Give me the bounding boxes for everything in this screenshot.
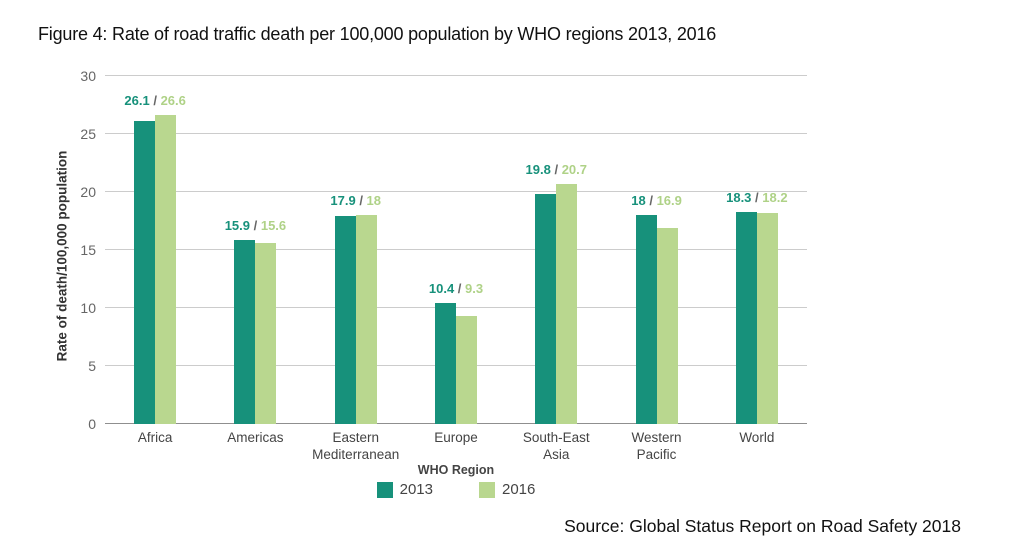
bar-2013 xyxy=(134,121,156,424)
legend: WHO Region 2013 2016 xyxy=(105,463,807,498)
bar-value-2016: 9.3 xyxy=(465,281,484,297)
bar-value-label: 15.9 / 15.6 xyxy=(225,218,286,233)
bar-2013 xyxy=(735,211,757,424)
bar-group: 10.4 / 9.3 xyxy=(406,76,506,424)
x-tick-label: Africa xyxy=(105,430,205,464)
legend-title: WHO Region xyxy=(417,463,495,477)
y-tick-label: 30 xyxy=(80,68,96,84)
bar-2016 xyxy=(556,183,578,424)
bar-value-2013: 26.1 xyxy=(124,93,150,109)
gridline xyxy=(105,191,807,192)
bar-group: 18 / 16.9 xyxy=(606,76,706,424)
bar-value-2013: 19.8 xyxy=(525,161,551,177)
bar-2013 xyxy=(434,303,456,424)
bar-value-2016: 26.6 xyxy=(160,93,186,109)
bar-value-2016: 18 xyxy=(366,193,382,209)
bar-value-2013: 17.9 xyxy=(330,193,356,209)
bar-value-label: 19.8 / 20.7 xyxy=(526,162,587,177)
legend-swatch-2013 xyxy=(376,481,393,498)
legend-label-2016: 2016 xyxy=(502,481,536,498)
x-tick-label-line: Americas xyxy=(227,430,284,445)
y-tick-label: 20 xyxy=(80,184,96,200)
bar-value-2016: 20.7 xyxy=(561,161,588,177)
x-tick-label-line: Mediterranean xyxy=(312,446,400,462)
bar-group: 26.1 / 26.6 xyxy=(105,76,205,424)
y-tick-label: 10 xyxy=(80,300,96,316)
x-tick-label-line: Asia xyxy=(543,446,570,462)
legend-items: 2013 2016 xyxy=(376,481,535,498)
x-tick-label: South-East Asia xyxy=(506,430,606,464)
bar-value-2016: 16.9 xyxy=(656,193,682,209)
legend-item-2013: 2013 xyxy=(376,481,433,498)
x-tick-label-line: World xyxy=(739,430,775,445)
bar-value-separator: / xyxy=(454,281,466,297)
x-tick-label-line: Pacific xyxy=(636,446,677,462)
gridline xyxy=(105,75,807,76)
x-tick-label: World xyxy=(707,430,807,464)
bar-value-separator: / xyxy=(550,161,562,177)
bar-2016 xyxy=(155,115,177,424)
gridline xyxy=(105,307,807,308)
bar-2013 xyxy=(635,215,657,424)
x-tick-label: Americas xyxy=(205,430,305,464)
bar-value-separator: / xyxy=(355,193,367,209)
bar-value-label: 18.3 / 18.2 xyxy=(726,190,787,205)
y-tick-label: 0 xyxy=(88,416,96,432)
bar-value-separator: / xyxy=(250,217,261,233)
x-tick-label: Eastern Mediterranean xyxy=(306,430,406,464)
legend-swatch-2016 xyxy=(479,481,495,498)
bar-chart: Rate of death/100,000 population 0 5 10 15 2… xyxy=(52,68,807,498)
x-tick-label-line: Africa xyxy=(137,430,173,445)
x-tick-label-line: Western xyxy=(631,430,682,445)
bar-group: 18.3 / 18.2 xyxy=(707,76,807,424)
bar-value-label: 17.9 / 18 xyxy=(330,193,381,208)
bar-value-2016: 15.6 xyxy=(260,217,287,233)
bar-value-separator: / xyxy=(751,189,763,205)
bar-value-separator: / xyxy=(645,193,657,209)
plot-area: 26.1 / 26.6 15.9 / 15.6 17.9 / 18 10.4 / 9.… xyxy=(105,75,807,424)
bar-value-2016: 18.2 xyxy=(762,189,788,205)
y-tick-label: 5 xyxy=(88,358,96,374)
bar-2016 xyxy=(355,215,377,424)
bar-group: 15.9 / 15.6 xyxy=(205,76,305,424)
x-tick-label-line: South-East xyxy=(522,430,590,445)
bar-value-label: 10.4 / 9.3 xyxy=(429,281,483,296)
x-tick-label-line: Europe xyxy=(434,430,478,445)
legend-item-2016: 2016 xyxy=(479,481,535,498)
bar-2016 xyxy=(455,316,477,424)
figure-title: Figure 4: Rate of road traffic death per… xyxy=(38,24,717,44)
y-tick-label: 15 xyxy=(80,242,96,258)
source-text: Source: Global Status Report on Road Saf… xyxy=(564,516,961,536)
y-tick-label: 25 xyxy=(80,126,96,142)
bar-group: 17.9 / 18 xyxy=(306,76,406,424)
bar-2013 xyxy=(234,239,256,424)
bar-value-2013: 18.3 xyxy=(726,189,752,205)
bar-value-2013: 18 xyxy=(631,193,646,209)
gridline xyxy=(105,249,807,250)
bar-value-2013: 10.4 xyxy=(428,281,455,297)
x-tick-label: Western Pacific xyxy=(606,430,706,464)
bar-value-2013: 15.9 xyxy=(224,217,250,233)
x-axis-labels: Africa Americas Eastern Mediterranean Europe… xyxy=(105,430,807,464)
bar-2016 xyxy=(656,227,678,424)
bar-2013 xyxy=(535,194,557,424)
bar-value-label: 18 / 16.9 xyxy=(631,193,682,208)
gridline xyxy=(105,133,807,134)
bar-2016 xyxy=(756,212,778,424)
x-tick-label-line: Eastern xyxy=(332,430,379,445)
bar-2013 xyxy=(334,216,356,424)
legend-label-2013: 2013 xyxy=(399,481,433,498)
bar-2016 xyxy=(255,243,277,424)
bar-group: 19.8 / 20.7 xyxy=(506,76,606,424)
bar-value-separator: / xyxy=(149,93,161,109)
bar-value-label: 26.1 / 26.6 xyxy=(124,93,185,108)
y-axis-ticks: 0 5 10 15 20 25 30 xyxy=(52,68,96,432)
x-tick-label: Europe xyxy=(406,430,506,464)
